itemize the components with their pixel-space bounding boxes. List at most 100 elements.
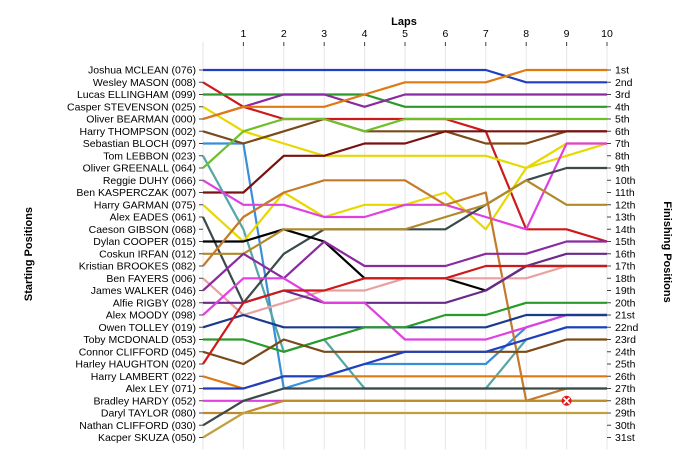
finishing-position-label: 12th — [615, 199, 636, 211]
markers — [561, 395, 572, 406]
finishing-position-label: 22nd — [615, 322, 639, 334]
starting-position-label: Toby MCDONALD (053) — [83, 334, 196, 346]
starting-position-label: Joshua MCLEAN (076) — [88, 65, 196, 77]
finishing-position-label: 1st — [615, 65, 629, 77]
finishing-position-label: 23rd — [615, 334, 636, 346]
finishing-position-label: 17th — [615, 261, 636, 273]
x-tick-label: 7 — [483, 28, 489, 40]
finishing-position-label: 29th — [615, 408, 636, 420]
x-tick-label: 8 — [523, 28, 529, 40]
starting-position-label: Reggie DUHY (066) — [103, 175, 196, 187]
starting-position-label: Oliver GREENALL (064) — [83, 163, 196, 175]
x-tick-label: 10 — [601, 28, 613, 40]
finishing-position-label: 19th — [615, 285, 636, 297]
finishing-position-label: 25th — [615, 359, 636, 371]
series-line — [203, 93, 607, 108]
x-tick-label: 1 — [240, 28, 246, 40]
finishing-position-label: 20th — [615, 297, 636, 309]
finishing-position-label: 28th — [615, 395, 636, 407]
series-line — [202, 277, 607, 341]
series-line — [202, 68, 607, 121]
x-tick-label: 4 — [362, 28, 368, 40]
starting-position-label: Alex LEY (071) — [126, 383, 196, 395]
finishing-position-label: 5th — [615, 114, 630, 126]
grid-lines — [202, 42, 608, 450]
finishing-position-label: 21st — [615, 310, 635, 322]
starting-position-label: Alex EADES (061) — [110, 212, 196, 224]
starting-position-label: Connor CLIFFORD (045) — [79, 346, 196, 358]
finishing-position-label: 4th — [615, 101, 630, 113]
finishing-position-label: 6th — [615, 126, 630, 138]
series-line — [203, 326, 607, 390]
starting-position-label: Dylan COOPER (015) — [93, 236, 196, 248]
series-line — [203, 130, 607, 194]
starting-position-label: Harry LAMBERT (022) — [91, 371, 196, 383]
starting-position-label: Daryl TAYLOR (080) — [101, 408, 196, 420]
starting-position-label: Alex MOODY (098) — [106, 310, 196, 322]
series-line — [202, 264, 607, 365]
series-line — [203, 179, 607, 255]
x-tick-label: 3 — [321, 28, 327, 40]
finishing-position-label: 15th — [615, 236, 636, 248]
y-axis-label-right: Finishing Positions — [661, 201, 673, 302]
starting-position-label: Owen TOLLEY (019) — [99, 322, 196, 334]
finishing-position-label: 9th — [615, 163, 630, 175]
finishing-position-label: 31st — [615, 432, 635, 444]
starting-position-label: Sebastian BLOCH (097) — [83, 138, 196, 150]
starting-position-label: James WALKER (046) — [91, 285, 196, 297]
series-line — [202, 142, 607, 231]
finishing-position-label: 7th — [615, 138, 630, 150]
x-tick-label: 5 — [402, 28, 408, 40]
y-axis-label-left: Starting Positions — [23, 207, 35, 301]
chart-title: Laps — [391, 16, 417, 28]
starting-position-label: Wesley MASON (008) — [93, 77, 196, 89]
retired-marker — [561, 395, 572, 406]
starting-position-labels: Joshua MCLEAN (076)Wesley MASON (008)Luc… — [67, 65, 203, 444]
series-line — [202, 93, 607, 121]
starting-position-label: Kacper SKUZA (050) — [98, 432, 196, 444]
finishing-position-label: 8th — [615, 150, 630, 162]
finishing-position-label: 14th — [615, 224, 636, 236]
starting-position-label: Casper STEVENSON (025) — [67, 101, 196, 113]
position-series — [202, 68, 608, 439]
series-line — [203, 68, 607, 84]
starting-position-label: Bradley HARDY (052) — [93, 395, 196, 407]
starting-position-label: Tom LEBBON (023) — [103, 150, 196, 162]
series-line — [202, 179, 607, 402]
finishing-position-label: 30th — [615, 420, 636, 432]
x-tick-label: 9 — [564, 28, 570, 40]
finishing-position-label: 27th — [615, 383, 636, 395]
starting-position-label: Kristian BROOKES (082) — [79, 261, 196, 273]
starting-position-label: Harley HAUGHTON (020) — [75, 359, 196, 371]
finishing-position-labels: 1st2nd3rd4th5th6th7th8th9th10th11th12th1… — [607, 65, 639, 444]
x-tick-label: 6 — [442, 28, 448, 40]
series-line — [203, 399, 607, 415]
finishing-position-label: 24th — [615, 346, 636, 358]
finishing-position-label: 18th — [615, 273, 636, 285]
x-tick-label: 2 — [281, 28, 287, 40]
starting-position-label: Harry THOMPSON (002) — [80, 126, 197, 138]
series-line — [202, 411, 607, 439]
series-line — [202, 387, 607, 427]
finishing-position-label: 10th — [615, 175, 636, 187]
finishing-position-label: 11th — [615, 187, 635, 199]
starting-position-label: Lucas ELLINGHAM (099) — [77, 89, 196, 101]
series-line — [202, 105, 608, 170]
starting-position-label: Harry GARMAN (075) — [94, 199, 196, 211]
finishing-position-label: 13th — [615, 212, 636, 224]
starting-position-label: Alfie RIGBY (028) — [113, 297, 196, 309]
finishing-position-label: 16th — [615, 248, 636, 260]
series-line — [202, 117, 607, 169]
starting-position-label: Coskun IRFAN (012) — [99, 248, 196, 260]
starting-position-label: Caeson GIBSON (068) — [89, 224, 196, 236]
finishing-position-label: 26th — [615, 371, 636, 383]
finishing-position-label: 3rd — [615, 89, 630, 101]
series-line — [202, 240, 607, 292]
starting-position-label: Ben KASPERCZAK (007) — [76, 187, 196, 199]
finishing-position-label: 2nd — [615, 77, 633, 89]
starting-position-label: Oliver BEARMAN (000) — [86, 114, 196, 126]
starting-position-label: Ben FAYERS (006) — [106, 273, 196, 285]
starting-position-label: Nathan CLIFFORD (030) — [79, 420, 196, 432]
series-line — [202, 117, 607, 145]
